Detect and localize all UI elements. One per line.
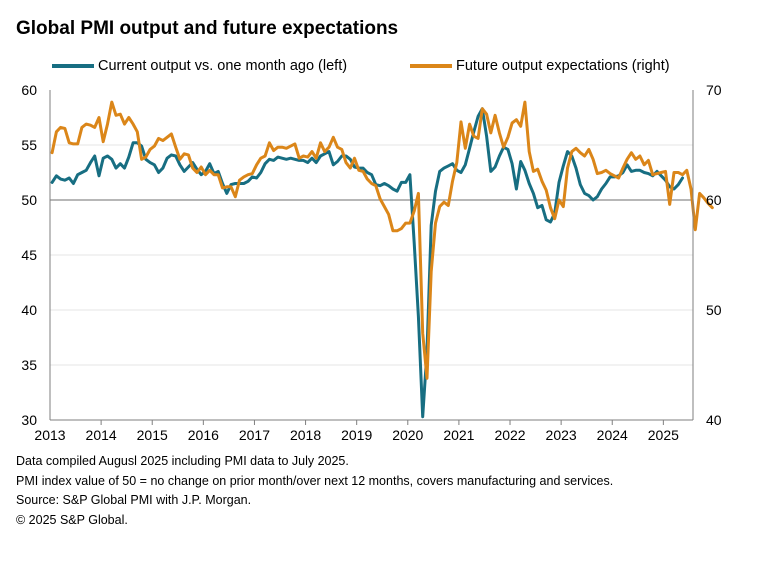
y-left-tick-label: 55 [21,137,37,153]
legend-swatch-future [410,64,452,68]
future-expectations-line [50,100,714,380]
footnote-index-definition: PMI index value of 50 = no change on pri… [16,473,614,488]
y-left-tick-label: 40 [21,302,37,318]
legend-item-future: Future output expectations (right) [410,56,670,76]
chart-title: Global PMI output and future expectation… [16,18,399,39]
series-lines [50,100,714,419]
x-tick-label: 2025 [648,427,679,443]
legend-label-future: Future output expectations (right) [456,58,670,74]
y-left-tick-label: 50 [21,192,37,208]
y-left-tick-label: 30 [21,412,37,428]
x-tick-label: 2016 [188,427,219,443]
legend-label-current: Current output vs. one month ago (left) [98,58,348,74]
axes: 30 35 40 45 50 55 60 40 50 60 70 2013 2014 2015 2016 20… [21,82,721,443]
x-tick-label: 2020 [392,427,423,443]
y-left-tick-label: 45 [21,247,37,263]
x-tick-label: 2018 [290,427,321,443]
footnote-source: Source: S&P Global PMI with J.P. Morgan. [16,493,252,507]
footnote-data-compiled: Data compiled Augusl 2025 including PMI … [16,454,349,468]
x-tick-label: 2019 [341,427,372,443]
x-tick-label: 2022 [494,427,525,443]
y-left-tick-label: 35 [21,357,37,373]
x-tick-label: 2021 [443,427,474,443]
y-right-tick-label: 50 [706,302,722,318]
footnote-copyright: © 2025 S&P Global. [16,512,128,527]
x-tick-label: 2014 [86,427,117,443]
x-tick-label: 2015 [137,427,168,443]
footnotes: Data compiled Augusl 2025 including PMI … [16,452,613,530]
x-tick-label: 2017 [239,427,270,443]
current-output-line [50,107,684,419]
x-tick-label: 2013 [34,427,65,443]
y-right-tick-label: 70 [706,82,722,98]
y-right-tick-label: 40 [706,412,722,428]
y-right-tick-label: 60 [706,192,722,208]
gridlines [50,144,693,366]
y-left-tick-label: 60 [21,82,37,98]
legend-swatch-current [52,64,94,68]
x-tick-label: 2024 [597,427,628,443]
x-tick-label: 2023 [546,427,577,443]
legend-item-current: Current output vs. one month ago (left) [52,56,347,76]
